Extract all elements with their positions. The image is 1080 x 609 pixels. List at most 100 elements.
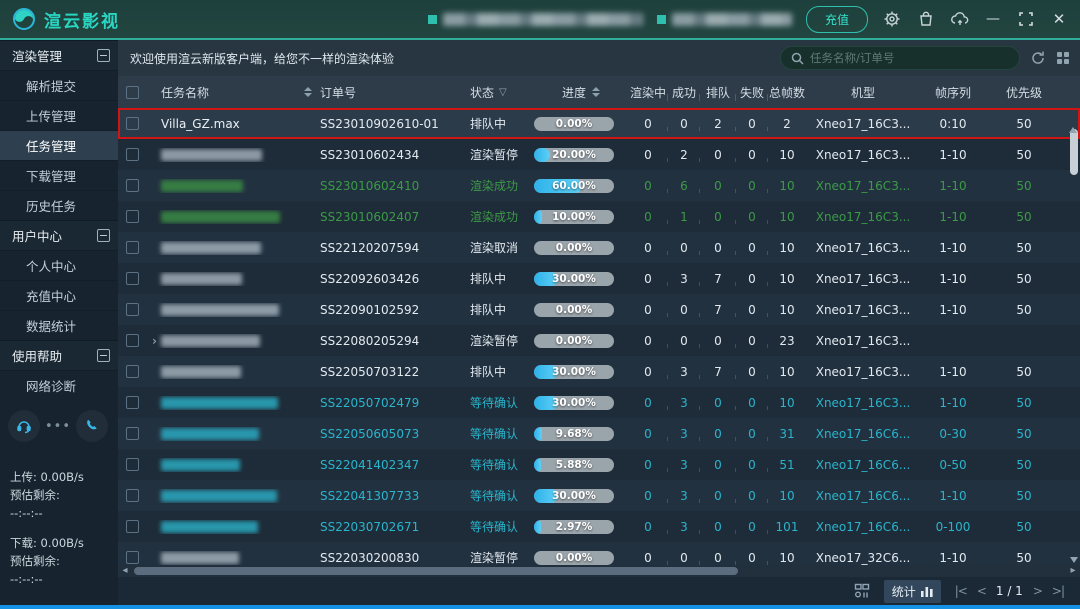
table-row[interactable]: › SS22090102592 排队中 0.00% 0 0 7 0 10 Xne…	[118, 294, 1080, 325]
sidebar-item[interactable]: 上传管理	[0, 100, 118, 130]
row-checkbox[interactable]	[125, 148, 139, 161]
row-checkbox[interactable]	[125, 303, 139, 316]
table-row[interactable]: › SS22080205294 渲染暂停 0.00% 0 0 0 0 23 Xn…	[118, 325, 1080, 356]
total-frames: 101	[775, 519, 799, 534]
table-row[interactable]: › SS23010602434 渲染暂停 20.00% 0 2 0 0 10 X…	[118, 139, 1080, 170]
table-row[interactable]: › SS22120207594 渲染取消 0.00% 0 0 0 0 10 Xn…	[118, 232, 1080, 263]
customer-service-icon[interactable]	[8, 410, 40, 442]
settings-gear-icon[interactable]	[882, 9, 902, 29]
order-number-cell: SS22041307733	[320, 488, 420, 503]
total-frames: 10	[779, 240, 795, 255]
sidebar-item[interactable]: 任务管理	[0, 130, 118, 160]
dashboard-view-icon[interactable]	[854, 583, 870, 599]
horizontal-scroll-thumb[interactable]	[134, 567, 738, 575]
table-row[interactable]: › SS23010602410 渲染成功 60.00% 0 6 0 0 10 X…	[118, 170, 1080, 201]
progress-cell: 2.97%	[528, 519, 628, 534]
next-page-icon[interactable]: >	[1032, 584, 1043, 598]
vertical-scrollbar[interactable]	[1069, 108, 1079, 565]
row-checkbox[interactable]	[125, 396, 139, 409]
sidebar-item[interactable]: 下载管理	[0, 160, 118, 190]
table-row[interactable]: › SS22030702671 等待确认 2.97% 0 3 0 0 101 X…	[118, 511, 1080, 542]
maximize-icon[interactable]	[1016, 9, 1036, 29]
search-input[interactable]	[810, 51, 1009, 65]
table-row[interactable]: › SS22041402347 等待确认 5.88% 0 3 0 0 51 Xn…	[118, 449, 1080, 480]
row-checkbox[interactable]	[125, 334, 139, 347]
progress-label: 0.00%	[555, 303, 593, 316]
rendering-count: 0	[628, 365, 668, 379]
row-checkbox[interactable]	[125, 241, 139, 254]
sort-icon[interactable]	[304, 87, 312, 97]
progress-cell: 0.00%	[528, 333, 628, 348]
row-checkbox[interactable]	[125, 365, 139, 378]
sidebar-item[interactable]: 网络诊断	[0, 370, 118, 400]
filter-icon[interactable]: ▽	[499, 86, 507, 98]
user-account-blurred[interactable]	[427, 12, 643, 26]
select-all-checkbox[interactable]	[125, 85, 139, 99]
collapse-icon[interactable]: −	[97, 49, 110, 62]
collapse-icon[interactable]: −	[97, 229, 110, 242]
table-row[interactable]: › SS22050702479 等待确认 30.00% 0 3 0 0 10 X…	[118, 387, 1080, 418]
first-page-icon[interactable]: |<	[954, 584, 968, 598]
refresh-icon[interactable]	[1030, 50, 1046, 66]
row-checkbox[interactable]	[125, 489, 139, 502]
sort-icon[interactable]	[592, 87, 600, 97]
last-page-icon[interactable]: >|	[1051, 584, 1065, 598]
queued-count: 2	[700, 117, 736, 131]
minimize-icon[interactable]: —	[986, 11, 1000, 27]
horizontal-scrollbar[interactable]: ◂ ▸	[118, 565, 1080, 577]
rendering-count: 0	[628, 148, 668, 162]
row-checkbox[interactable]	[125, 520, 139, 533]
row-checkbox[interactable]	[125, 458, 139, 471]
sidebar-item[interactable]: 历史任务	[0, 190, 118, 220]
collapse-icon[interactable]: −	[97, 349, 110, 362]
table-row[interactable]: › SS22050703122 排队中 30.00% 0 3 7 0 10 Xn…	[118, 356, 1080, 387]
queued-count: 0	[700, 334, 736, 348]
total-frames: 51	[779, 457, 795, 472]
priority-value: 50	[1016, 550, 1032, 565]
row-checkbox[interactable]	[125, 117, 139, 130]
vertical-scroll-thumb[interactable]	[1070, 129, 1078, 175]
scroll-up-icon[interactable]	[1069, 108, 1077, 133]
progress-fill	[534, 147, 550, 162]
scroll-right-icon[interactable]: ▸	[1070, 565, 1076, 576]
sidebar-group-header[interactable]: 使用帮助 −	[0, 340, 118, 370]
row-checkbox[interactable]	[125, 179, 139, 192]
table-row[interactable]: › SS22030200830 渲染暂停 0.00% 0 0 0 0 10 Xn…	[118, 542, 1080, 565]
table-row[interactable]: › SS22050605073 等待确认 9.68% 0 3 0 0 31 Xn…	[118, 418, 1080, 449]
header-status[interactable]: 状态 ▽	[470, 85, 507, 100]
row-checkbox[interactable]	[125, 210, 139, 223]
sidebar-item[interactable]: 充值中心	[0, 280, 118, 310]
grid-view-icon[interactable]	[1056, 51, 1070, 65]
expand-icon[interactable]: ›	[152, 333, 157, 348]
scroll-left-icon[interactable]: ◂	[122, 565, 128, 576]
table-row[interactable]: › Villa_GZ.max SS23010902610-01 排队中 0.00…	[118, 108, 1080, 139]
table-row[interactable]: › SS22041307733 等待确认 30.00% 0 3 0 0 10 X…	[118, 480, 1080, 511]
total-frames: 10	[779, 271, 795, 286]
row-checkbox[interactable]	[125, 551, 139, 564]
search-box[interactable]	[780, 46, 1020, 70]
sidebar-item[interactable]: 数据统计	[0, 310, 118, 340]
user-balance-blurred[interactable]	[656, 12, 792, 26]
table-row[interactable]: › SS22092603426 排队中 30.00% 0 3 7 0 10 Xn…	[118, 263, 1080, 294]
sidebar-item[interactable]: 解析提交	[0, 70, 118, 100]
progress-label: 30.00%	[552, 396, 596, 409]
close-icon[interactable]: ✕	[1052, 10, 1066, 28]
progress-bar: 30.00%	[534, 395, 614, 410]
cloud-sync-icon[interactable]	[950, 9, 970, 29]
row-checkbox[interactable]	[125, 427, 139, 440]
row-checkbox[interactable]	[125, 272, 139, 285]
sidebar-group-header[interactable]: 渲染管理 −	[0, 40, 118, 70]
prev-page-icon[interactable]: <	[976, 584, 987, 598]
shop-bag-icon[interactable]	[916, 9, 936, 29]
sidebar-group-header[interactable]: 用户中心 −	[0, 220, 118, 250]
sidebar-item[interactable]: 个人中心	[0, 250, 118, 280]
header-task-name[interactable]: 任务名称	[146, 84, 320, 101]
header-progress[interactable]: 进度	[528, 84, 628, 101]
blurred-task-name	[161, 272, 242, 285]
stats-button[interactable]: 统计	[883, 579, 941, 603]
phone-icon[interactable]	[76, 410, 109, 442]
table-row[interactable]: › SS23010602407 渲染成功 10.00% 0 1 0 0 10 X…	[118, 201, 1080, 232]
table-body: › Villa_GZ.max SS23010902610-01 排队中 0.00…	[118, 108, 1080, 565]
recharge-button[interactable]: 充值	[805, 5, 868, 33]
scroll-down-icon[interactable]	[1070, 557, 1078, 563]
